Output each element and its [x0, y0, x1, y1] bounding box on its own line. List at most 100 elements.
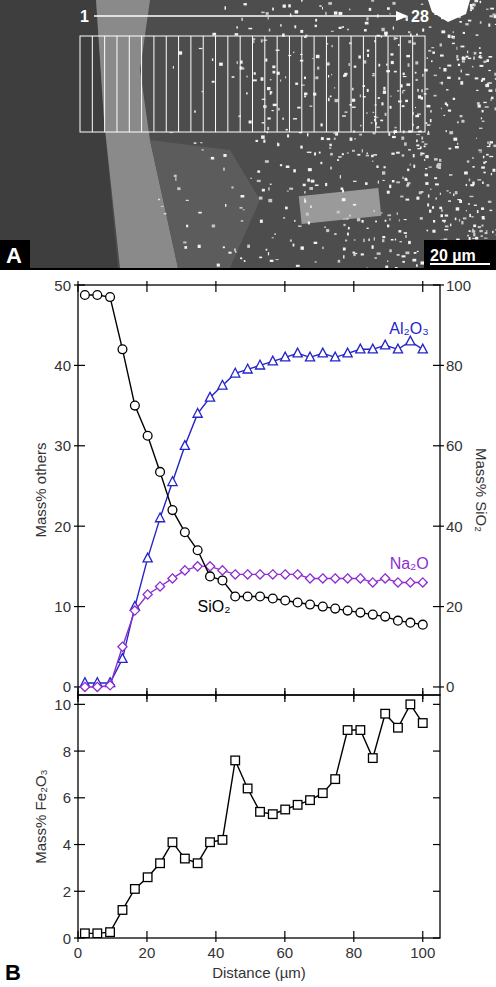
micrograph-speck [463, 56, 464, 59]
micrograph-speck [367, 50, 370, 52]
micrograph-speck [267, 127, 269, 130]
micrograph-speck [212, 225, 215, 228]
micrograph-speck [387, 191, 390, 194]
micrograph-speck [309, 187, 313, 190]
micrograph-speck [408, 40, 411, 43]
micrograph-speck [383, 180, 385, 181]
micrograph-speck [353, 181, 357, 182]
series-marker [206, 572, 215, 581]
micrograph-speck [440, 193, 441, 195]
micrograph-speck [378, 97, 380, 99]
micrograph-speck [495, 24, 496, 25]
micrograph-speck [247, 245, 250, 248]
micrograph-speck [381, 102, 383, 105]
micrograph-speck [482, 225, 484, 227]
micrograph-speck [272, 110, 274, 111]
micrograph-speck [416, 145, 419, 147]
micrograph-speck [430, 119, 432, 122]
micrograph-speck [408, 149, 411, 150]
micrograph-speck [422, 74, 424, 77]
micrograph-speck [483, 61, 486, 63]
micrograph-speck [392, 136, 396, 138]
micrograph-speck [347, 29, 349, 31]
micrograph-speck [430, 110, 432, 112]
micrograph-speck [183, 242, 186, 244]
micrograph-speck [342, 198, 346, 201]
series-marker [231, 592, 240, 601]
micrograph-speck [354, 66, 357, 68]
micrograph-speck [487, 142, 488, 144]
series-marker [193, 859, 202, 868]
micrograph-speck [402, 261, 405, 263]
micrograph-speck [415, 61, 418, 64]
micrograph-speck [328, 2, 332, 5]
profile-grid-line [141, 36, 142, 132]
micrograph-speck [442, 220, 446, 222]
series-marker [218, 576, 227, 585]
y-tick-label: 0 [63, 930, 71, 947]
micrograph-speck [461, 46, 465, 48]
series-marker [306, 796, 315, 805]
micrograph-speck [415, 107, 416, 108]
micrograph-speck [386, 64, 388, 66]
micrograph-speck [315, 19, 317, 22]
micrograph-speck [265, 160, 269, 163]
micrograph-speck [265, 59, 267, 62]
micrograph-speck [433, 220, 435, 223]
micrograph-speck [406, 199, 410, 201]
micrograph-speck [452, 36, 455, 38]
micrograph-speck [455, 218, 457, 221]
series-marker [231, 368, 240, 377]
y2-tick [433, 686, 444, 687]
micrograph-speck [373, 154, 377, 155]
series-label: SiO₂ [198, 598, 231, 615]
micrograph-speck [479, 52, 481, 54]
series-marker [356, 726, 365, 735]
micrograph-speck [400, 241, 402, 242]
series-marker [394, 723, 403, 732]
micrograph-speck [494, 73, 496, 76]
micrograph-speck [212, 33, 216, 36]
micrograph-speck [492, 231, 494, 233]
micrograph-speck [447, 65, 451, 67]
micrograph-speck [393, 27, 394, 30]
micrograph-speck [460, 81, 463, 85]
micrograph-speck [444, 229, 448, 230]
micrograph-speck [449, 192, 451, 193]
micrograph-speck [462, 60, 465, 62]
profile-grid-line [240, 36, 241, 132]
micrograph-speck [287, 191, 289, 192]
micrograph-speck [372, 75, 375, 76]
series-marker [155, 582, 164, 591]
micrograph-speck [486, 230, 487, 232]
micrograph-speck [316, 55, 320, 58]
micrograph-speck [493, 169, 496, 172]
micrograph-speck [464, 172, 468, 175]
micrograph-speck [261, 77, 264, 81]
micrograph-speck [401, 84, 403, 87]
series-marker [356, 344, 365, 353]
profile-grid-line [129, 36, 130, 132]
plot-area [80, 291, 427, 692]
micrograph-speck [416, 264, 418, 267]
micrograph-speck [489, 56, 493, 58]
micrograph-speck [488, 201, 492, 203]
y-tick-label: 2 [63, 883, 71, 900]
micrograph-speck [448, 35, 451, 38]
series-marker [81, 929, 90, 938]
micrograph-speck [237, 61, 238, 64]
micrograph-speck [427, 57, 428, 59]
series-marker [381, 612, 390, 621]
micrograph-speck [337, 159, 339, 161]
x-tick [215, 931, 216, 942]
micrograph-speck [495, 89, 496, 92]
micrograph-speck [448, 200, 451, 201]
micrograph-speck [184, 246, 187, 249]
panel-letter-box [0, 240, 30, 268]
micrograph-speck [202, 149, 204, 151]
profile-grid-line [203, 36, 204, 132]
micrograph-speck [257, 180, 261, 182]
series-marker [156, 859, 165, 868]
profile-grid-line [252, 36, 253, 132]
micrograph-speck [406, 185, 408, 187]
